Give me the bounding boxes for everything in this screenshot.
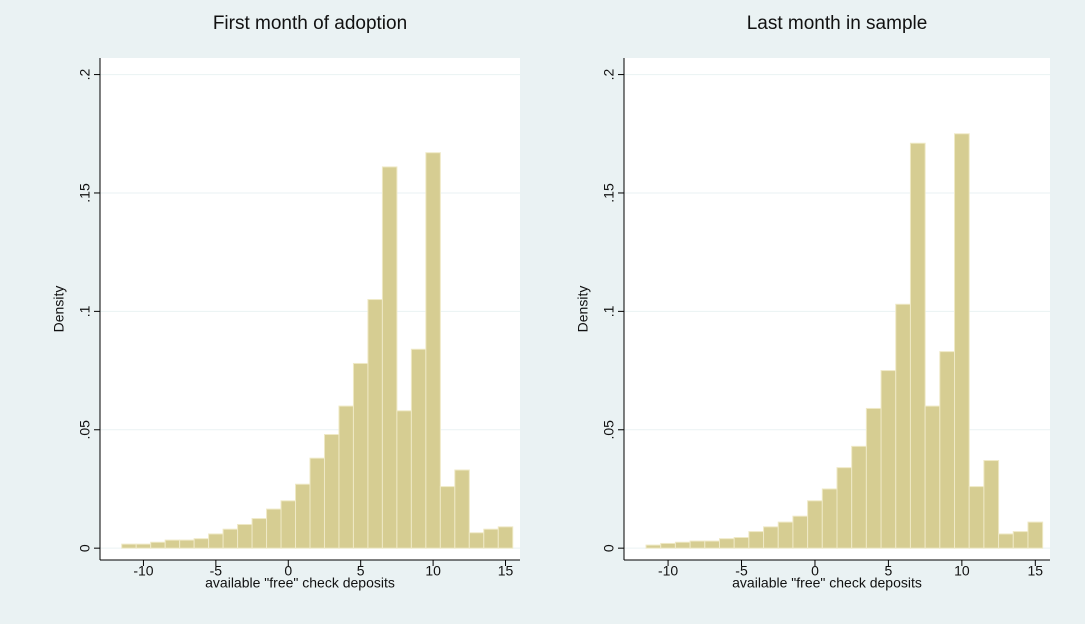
bar <box>454 469 470 549</box>
y-tick-label: 0 <box>77 544 93 552</box>
bar <box>323 434 340 549</box>
bar <box>150 541 166 549</box>
bar <box>748 531 765 549</box>
bar <box>179 539 195 549</box>
x-tick-label: -10 <box>133 563 153 579</box>
bar <box>468 532 485 549</box>
bar <box>251 518 268 549</box>
bar <box>674 541 691 549</box>
bar <box>309 457 325 549</box>
bar <box>733 537 750 549</box>
x-tick-label: 0 <box>811 563 819 579</box>
bar <box>164 539 181 549</box>
x-tick-label: -5 <box>735 563 748 579</box>
bar <box>338 405 354 549</box>
y-tick-label: .2 <box>77 69 93 81</box>
bar <box>396 410 412 549</box>
bar <box>836 467 853 549</box>
y-tick-label: .2 <box>601 69 617 81</box>
x-tick-label: -5 <box>210 563 223 579</box>
bar <box>909 142 926 549</box>
bar <box>704 540 720 549</box>
bar <box>880 370 897 549</box>
y-tick-label: .15 <box>601 183 617 203</box>
x-tick-label: 15 <box>498 563 514 579</box>
bar <box>367 299 383 549</box>
bar <box>807 500 823 549</box>
bar <box>865 407 882 549</box>
bar <box>193 538 210 549</box>
x-axis-label: available "free" check deposits <box>205 575 395 591</box>
bar <box>222 528 239 549</box>
y-tick-label: 0 <box>601 544 617 552</box>
bar <box>266 508 282 549</box>
bar <box>851 445 867 549</box>
x-tick-label: 5 <box>885 563 893 579</box>
x-tick-label: 0 <box>284 563 292 579</box>
bar <box>1027 521 1044 549</box>
chart-title: First month of adoption <box>213 13 407 34</box>
bar <box>135 543 152 549</box>
panel: 0 .05 .1 .15 .2 -10 -5 0 5 10 15 available "free" c… <box>575 13 1050 591</box>
bar <box>410 348 427 549</box>
x-tick-label: 5 <box>357 563 365 579</box>
bar <box>352 362 369 549</box>
y-tick-label: .05 <box>601 420 617 440</box>
bar <box>954 133 970 549</box>
chart-title: Last month in sample <box>747 13 928 34</box>
bar <box>295 483 311 549</box>
bar <box>483 528 499 549</box>
bar <box>439 486 456 549</box>
bar <box>895 303 911 549</box>
bar <box>645 544 662 549</box>
bar <box>1012 531 1029 549</box>
bar <box>777 521 794 549</box>
bar <box>497 526 514 549</box>
y-tick-label: .05 <box>77 420 93 440</box>
bar <box>660 542 676 549</box>
y-tick-label: .15 <box>77 183 93 203</box>
bar <box>208 533 224 549</box>
x-axis-label: available "free" check deposits <box>732 575 922 591</box>
bar <box>968 486 985 549</box>
bar <box>381 166 398 549</box>
bar <box>998 533 1014 549</box>
x-tick-label: 15 <box>1028 563 1044 579</box>
bar <box>718 538 735 549</box>
y-tick-label: .1 <box>77 305 93 317</box>
y-axis-label: Density <box>51 286 67 333</box>
bar <box>121 543 137 549</box>
bar <box>280 500 297 549</box>
y-axis-label: Density <box>575 286 591 333</box>
bar <box>425 152 441 549</box>
x-tick-label: 10 <box>954 563 970 579</box>
x-tick-label: -10 <box>658 563 678 579</box>
y-tick-label: .1 <box>601 305 617 317</box>
bar <box>821 488 838 549</box>
bar <box>792 515 809 549</box>
bar <box>237 523 253 549</box>
bar <box>689 540 706 549</box>
bar <box>924 405 941 549</box>
x-tick-label: 10 <box>425 563 441 579</box>
bar <box>939 351 956 549</box>
bar <box>983 460 1000 549</box>
panel: 0 .05 .1 .15 .2 -10 -5 0 5 10 15 available "free" c… <box>51 13 520 591</box>
bar <box>763 526 779 549</box>
